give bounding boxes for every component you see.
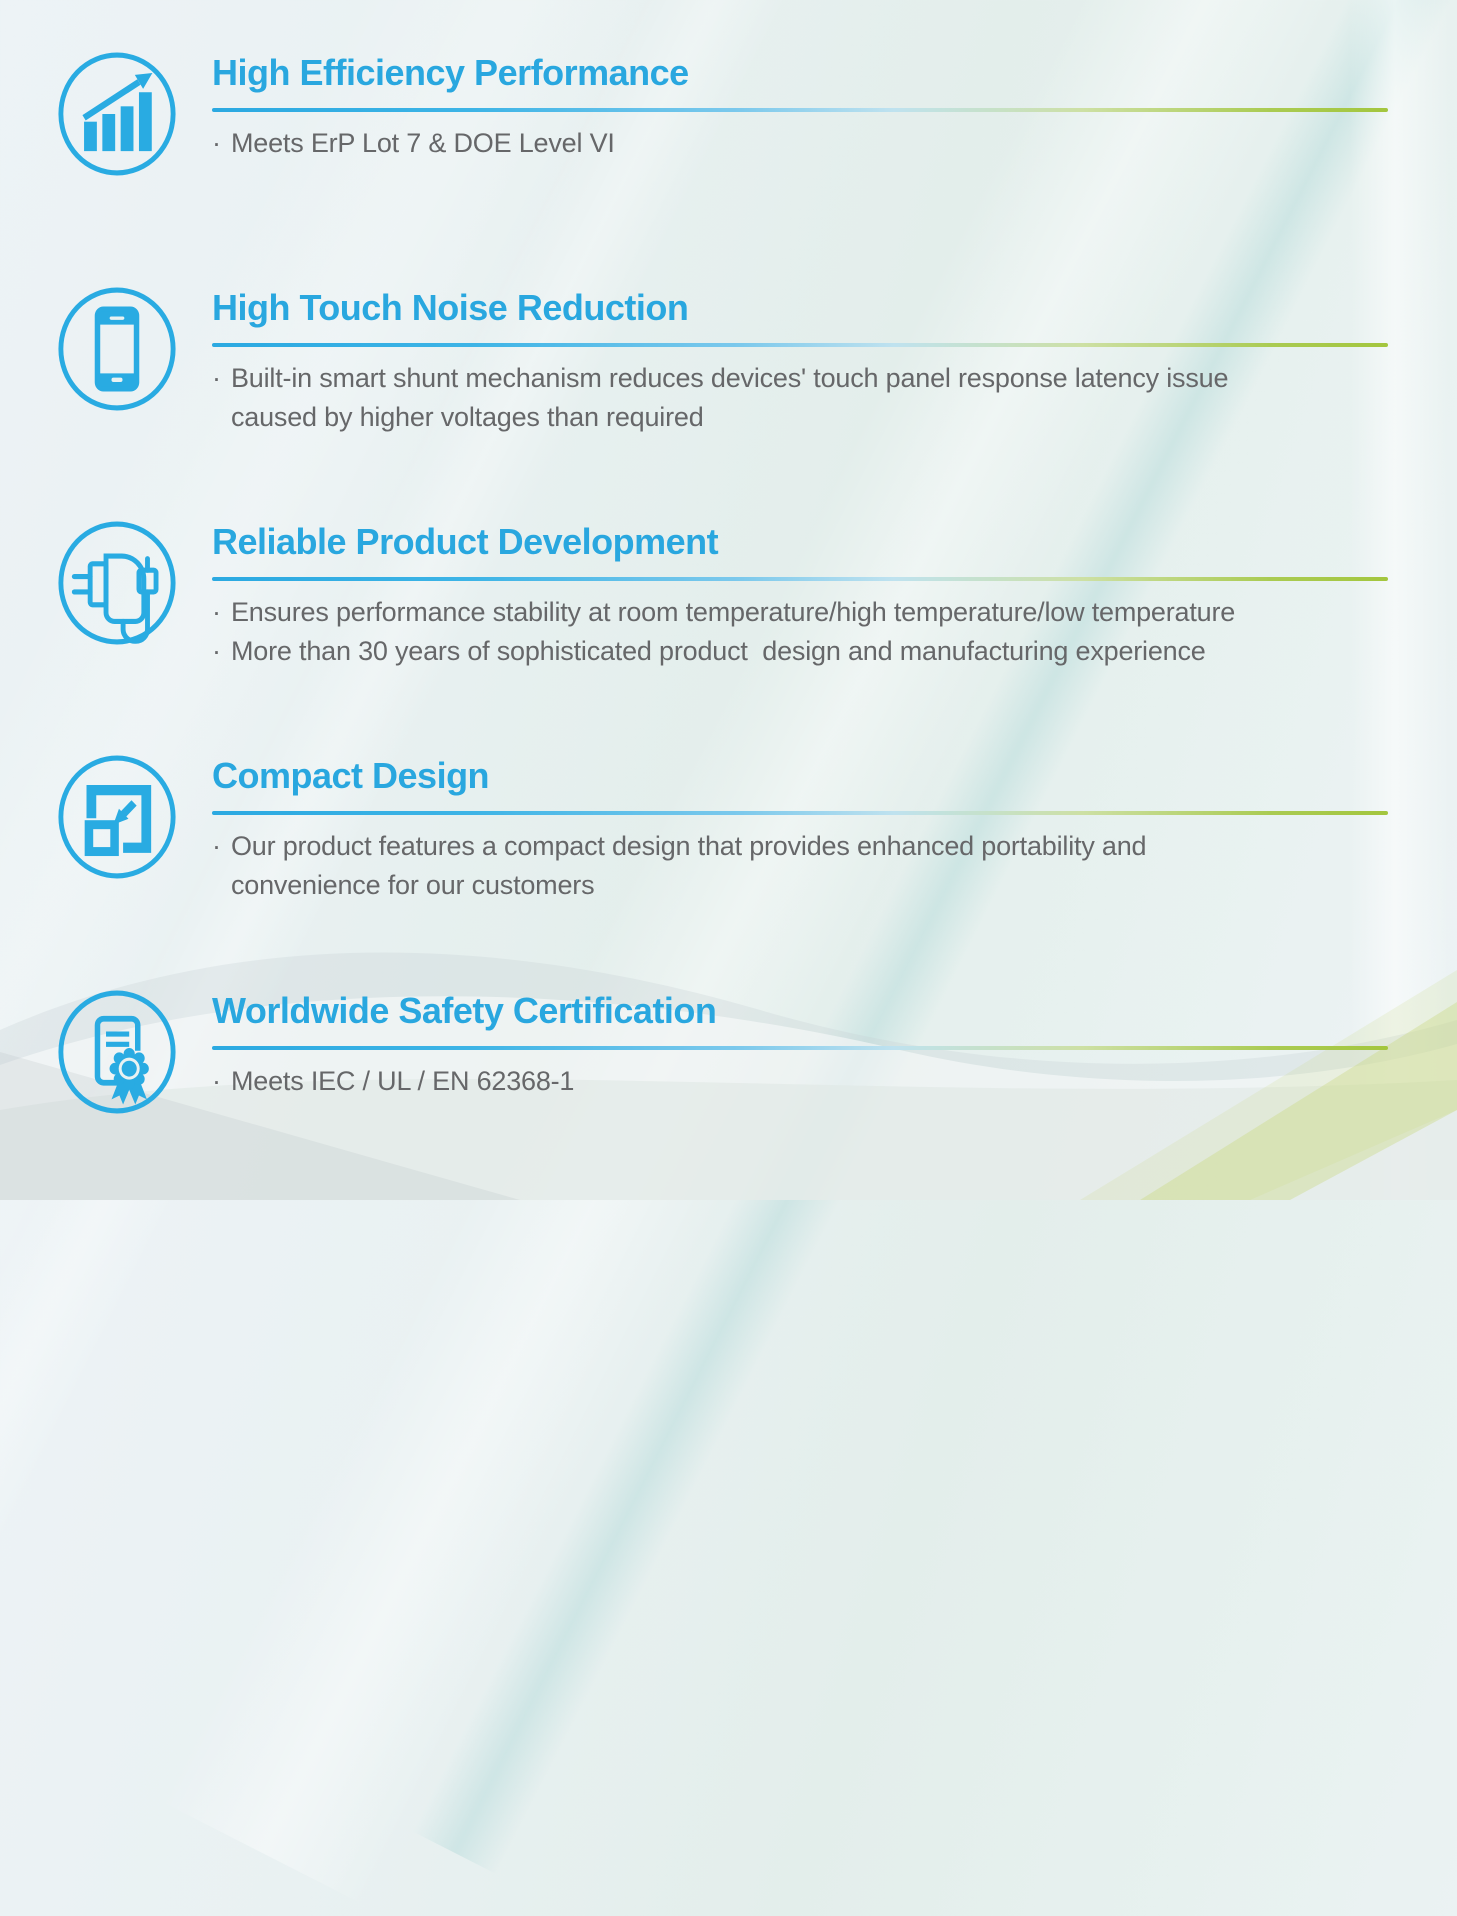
icon-circle: [56, 753, 178, 881]
icon-circle: [56, 285, 178, 413]
feature-content: High Touch Noise Reduction · Built-in sma…: [212, 285, 1388, 437]
title-underline: [212, 108, 1388, 112]
bullet-text: Built-in smart shunt mechanism reduces d…: [231, 363, 1229, 432]
diagonal-streak: [0, 0, 1056, 1883]
feature-bullet: · Ensures performance stability at room t…: [212, 593, 1388, 632]
feature-title: Reliable Product Development: [212, 521, 719, 562]
feature-bullet-list: · Meets IEC / UL / EN 62368-1: [212, 1062, 1388, 1101]
feature-bullet-list: · Ensures performance stability at room t…: [212, 593, 1388, 671]
feature-title: Compact Design: [212, 755, 490, 796]
bar-chart-growth-icon: [56, 50, 178, 178]
bullet-text: Ensures performance stability at room te…: [231, 597, 1236, 627]
power-adapter-icon: [56, 519, 178, 647]
feature-content: High Efficiency Performance · Meets ErP L…: [212, 50, 1388, 163]
diagonal-streak: [412, 0, 1457, 1875]
icon-circle: [56, 519, 178, 647]
feature-title: High Efficiency Performance: [212, 52, 689, 93]
feature-content: Reliable Product Development · Ensures pe…: [212, 519, 1388, 671]
bullet-marker: ·: [212, 363, 221, 393]
feature-bullet: · Meets IEC / UL / EN 62368-1: [212, 1062, 1388, 1101]
bullet-text: Our product features a compact design th…: [231, 831, 1147, 900]
bullet-marker: ·: [212, 1066, 221, 1096]
feature-bullet: · Meets ErP Lot 7 & DOE Level VI: [212, 124, 1388, 163]
feature-bullet-list: · Built-in smart shunt mechanism reduces …: [212, 359, 1388, 437]
feature-bullet-list: · Our product features a compact design t…: [212, 827, 1388, 905]
title-underline: [212, 1046, 1388, 1050]
feature-title: Worldwide Safety Certification: [212, 990, 717, 1031]
feature-bullet-list: · Meets ErP Lot 7 & DOE Level VI: [212, 124, 1388, 163]
feature-content: Worldwide Safety Certification · Meets IE…: [212, 988, 1388, 1101]
bullet-marker: ·: [212, 831, 221, 861]
certificate-badge-icon: [56, 988, 178, 1116]
feature-bullet: · Built-in smart shunt mechanism reduces …: [212, 359, 1388, 437]
icon-circle: [56, 50, 178, 178]
feature-bullet: · More than 30 years of sophisticated pro…: [212, 632, 1388, 671]
title-underline: [212, 577, 1388, 581]
feature-bullet: · Our product features a compact design t…: [212, 827, 1388, 905]
bullet-marker: ·: [212, 636, 221, 666]
bullet-marker: ·: [212, 128, 221, 158]
smartphone-icon: [56, 285, 178, 413]
feature-content: Compact Design · Our product features a c…: [212, 753, 1388, 905]
bullet-text: More than 30 years of sophisticated prod…: [231, 636, 1206, 666]
icon-circle: [56, 988, 178, 1116]
feature-title: High Touch Noise Reduction: [212, 287, 689, 328]
bullet-marker: ·: [212, 597, 221, 627]
compact-design-icon: [56, 753, 178, 881]
bullet-text: Meets IEC / UL / EN 62368-1: [231, 1066, 575, 1096]
bullet-text: Meets ErP Lot 7 & DOE Level VI: [231, 128, 615, 158]
title-underline: [212, 811, 1388, 815]
title-underline: [212, 343, 1388, 347]
